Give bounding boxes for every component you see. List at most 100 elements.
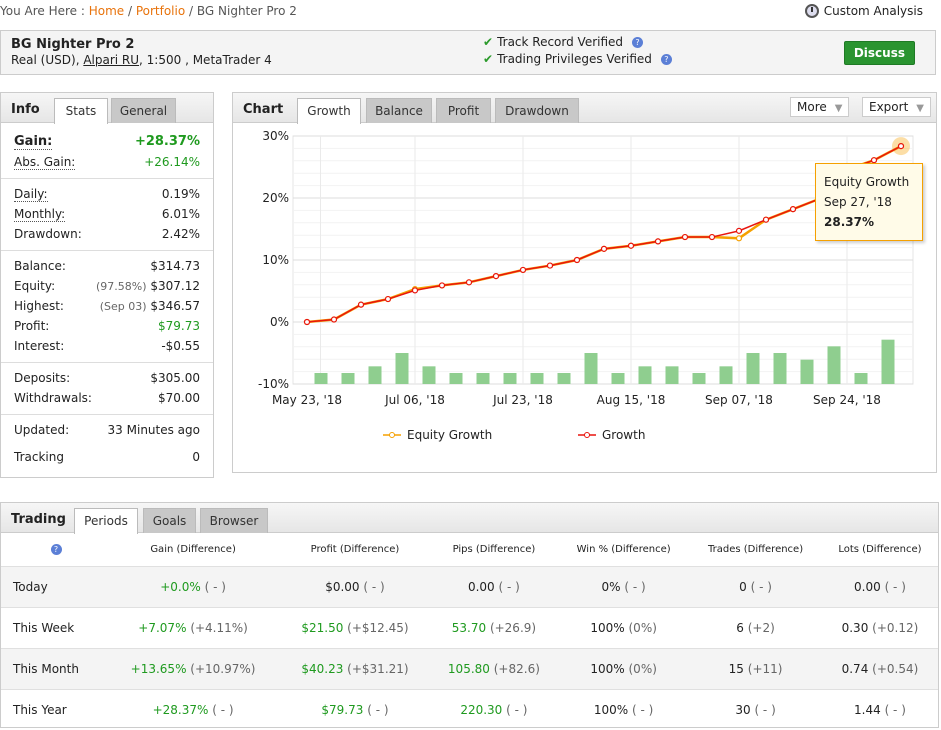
gain-value: +7.07% xyxy=(138,620,187,635)
profit-label: Profit: xyxy=(14,319,50,333)
lots-value: 0.74 xyxy=(841,661,869,676)
pips-diff: ( - ) xyxy=(506,702,528,717)
tab-growth[interactable]: Growth xyxy=(297,98,361,124)
help-icon[interactable]: ? xyxy=(632,36,644,48)
cell-profit: $40.23 (+$31.21) xyxy=(280,647,430,689)
tab-general[interactable]: General xyxy=(111,98,176,123)
trade-bar xyxy=(368,366,382,384)
x-tick-label: Sep 07, '18 xyxy=(705,393,773,407)
trades-diff: ( - ) xyxy=(754,702,776,717)
growth-point xyxy=(492,273,500,280)
abs-gain-label: Abs. Gain: xyxy=(14,155,76,170)
profit-value: $79.73 xyxy=(321,702,364,717)
cell-trades: 15 (+11) xyxy=(689,647,822,689)
win-diff: ( - ) xyxy=(632,702,654,717)
pips-value: 105.80 xyxy=(447,661,490,676)
pips-value: 220.30 xyxy=(460,702,503,717)
table-row: Today +0.0% ( - ) $0.00 ( - ) 0.00 ( - ) 0% … xyxy=(1,565,938,607)
gain-value: +28.37% xyxy=(152,702,209,717)
tooltip-date: Sep 27, '18 xyxy=(824,195,892,209)
cell-pips: 53.70 (+26.9) xyxy=(429,606,559,648)
export-dropdown[interactable]: Export ▼ xyxy=(862,97,931,117)
tab-balance[interactable]: Balance xyxy=(366,98,432,123)
col-pips: Pips (Difference) xyxy=(452,543,536,555)
trade-bar xyxy=(827,346,841,384)
cell-profit: $0.00 ( - ) xyxy=(280,565,430,607)
chevron-down-icon: ▼ xyxy=(916,103,924,114)
y-tick-label: -10% xyxy=(258,377,289,391)
equity-growth-point xyxy=(735,235,743,242)
breadcrumb-current: BG Nighter Pro 2 xyxy=(196,4,297,18)
profit-value: $21.50 xyxy=(301,620,344,635)
legend-marker xyxy=(584,432,590,438)
tab-periods[interactable]: Periods xyxy=(74,508,138,534)
balance-value: $314.73 xyxy=(150,259,200,273)
pips-diff: (+26.9) xyxy=(489,620,537,635)
trades-value: 6 xyxy=(736,620,744,635)
growth-point xyxy=(330,316,338,323)
tab-browser[interactable]: Browser xyxy=(200,508,268,533)
lots-diff: ( - ) xyxy=(884,579,906,594)
cell-gain: +28.37% ( - ) xyxy=(106,688,281,730)
tab-goals[interactable]: Goals xyxy=(143,508,196,533)
win-value: 100% xyxy=(593,702,629,717)
more-dropdown[interactable]: More ▼ xyxy=(790,97,850,117)
system-header: BG Nighter Pro 2 Real (USD), Alpari RU, … xyxy=(0,30,936,75)
tab-drawdown[interactable]: Drawdown xyxy=(495,98,579,123)
trading-panel: Trading Periods Goals Browser ? Gain (Di… xyxy=(0,502,939,730)
growth-point xyxy=(600,245,608,252)
lots-value: 0.00 xyxy=(854,579,881,594)
cell-win: 100% ( - ) xyxy=(558,688,690,730)
col-profit: Profit (Difference) xyxy=(310,543,400,555)
gain-diff: ( - ) xyxy=(204,579,226,594)
trade-bar xyxy=(503,373,517,384)
trade-bar xyxy=(638,366,652,384)
equity-value: $307.12 xyxy=(150,279,200,293)
help-icon[interactable]: ? xyxy=(660,53,672,65)
chart-panel: Chart Growth Balance Profit Drawdown Mor… xyxy=(232,92,937,473)
legend-marker xyxy=(389,432,395,438)
cell-gain: +7.07% (+4.11%) xyxy=(106,606,281,648)
account-details: , 1:500 , MetaTrader 4 xyxy=(139,53,272,67)
cell-trades: 0 ( - ) xyxy=(689,565,822,607)
y-tick-label: 30% xyxy=(262,129,289,143)
win-diff: (0%) xyxy=(628,661,657,676)
pips-diff: ( - ) xyxy=(498,579,520,594)
gain-diff: (+10.97%) xyxy=(190,661,256,676)
cell-win: 100% (0%) xyxy=(558,647,690,689)
trade-bar xyxy=(422,366,436,384)
broker-link[interactable]: Alpari RU xyxy=(83,53,140,67)
trades-diff: (+2) xyxy=(747,620,775,635)
breadcrumb-home[interactable]: Home xyxy=(88,4,125,18)
daily-value: 0.19% xyxy=(161,187,200,201)
growth-point xyxy=(519,266,527,274)
tab-stats[interactable]: Stats xyxy=(54,98,108,124)
trades-value: 15 xyxy=(728,661,744,676)
trades-diff: ( - ) xyxy=(750,579,772,594)
custom-analysis-link[interactable]: Custom Analysis xyxy=(804,4,923,18)
equity-pct: (97.58%) xyxy=(96,280,147,293)
breadcrumb-portfolio[interactable]: Portfolio xyxy=(135,4,186,18)
trade-bar xyxy=(530,373,544,384)
win-value: 0% xyxy=(601,579,621,594)
x-tick-label: Jul 23, '18 xyxy=(492,393,553,407)
x-tick-label: May 23, '18 xyxy=(272,393,342,407)
discuss-button[interactable]: Discuss xyxy=(843,41,915,65)
win-diff: ( - ) xyxy=(624,579,646,594)
period-label: This Week xyxy=(1,606,106,648)
cell-win: 100% (0%) xyxy=(558,606,690,648)
legend-label: Growth xyxy=(602,428,645,442)
tab-profit[interactable]: Profit xyxy=(436,98,491,123)
lots-diff: (+0.54) xyxy=(872,661,919,676)
growth-chart: 30% 20% 10% 0% -10% May 23, '18 Jul 06, '18 Jul… xyxy=(258,129,914,442)
col-gain: Gain (Difference) xyxy=(150,543,236,555)
trade-bar xyxy=(719,366,733,384)
growth-point xyxy=(654,238,662,245)
help-icon[interactable]: ? xyxy=(50,543,62,555)
cell-win: 0% ( - ) xyxy=(558,565,690,607)
cell-lots: 0.00 ( - ) xyxy=(821,565,938,607)
gain-value: +13.65% xyxy=(130,661,187,676)
period-label: This Month xyxy=(1,647,106,689)
table-row: This Month +13.65% (+10.97%) $40.23 (+$31.… xyxy=(1,647,938,689)
info-panel: Info Stats General Gain: +28.37% Abs. Gai… xyxy=(0,92,214,478)
